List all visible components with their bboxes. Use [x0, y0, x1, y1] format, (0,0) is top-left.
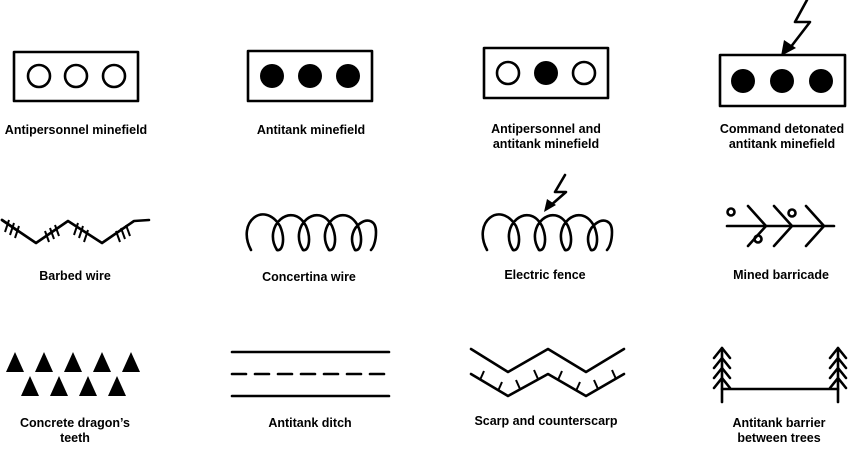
label-mixed-minefield-line2: antitank minefield: [492, 137, 600, 151]
label-dragons-teeth-line1: Concrete dragon’s: [20, 416, 130, 430]
label-antitank-barrier-line1: Antitank barrier: [732, 416, 826, 430]
label-antitank-minefield: Antitank minefield: [256, 123, 366, 137]
label-scarp-counterscarp: Scarp and counterscarp: [474, 414, 618, 428]
label-mixed-minefield-line1: Antipersonnel and: [491, 122, 601, 136]
label-electric-fence: Electric fence: [504, 268, 586, 282]
label-antipersonnel-minefield: Antipersonnel minefield: [4, 123, 148, 137]
label-dragons-teeth-line2: teeth: [60, 431, 90, 445]
label-command-detonated-line2: antitank minefield: [728, 137, 836, 151]
label-concertina-wire: Concertina wire: [262, 270, 356, 284]
label-antitank-ditch: Antitank ditch: [268, 416, 352, 430]
label-command-detonated-line1: Command detonated: [719, 122, 845, 136]
label-barbed-wire: Barbed wire: [39, 269, 111, 283]
label-antitank-barrier-line2: between trees: [737, 431, 821, 445]
label-mined-barricade: Mined barricade: [733, 268, 829, 282]
